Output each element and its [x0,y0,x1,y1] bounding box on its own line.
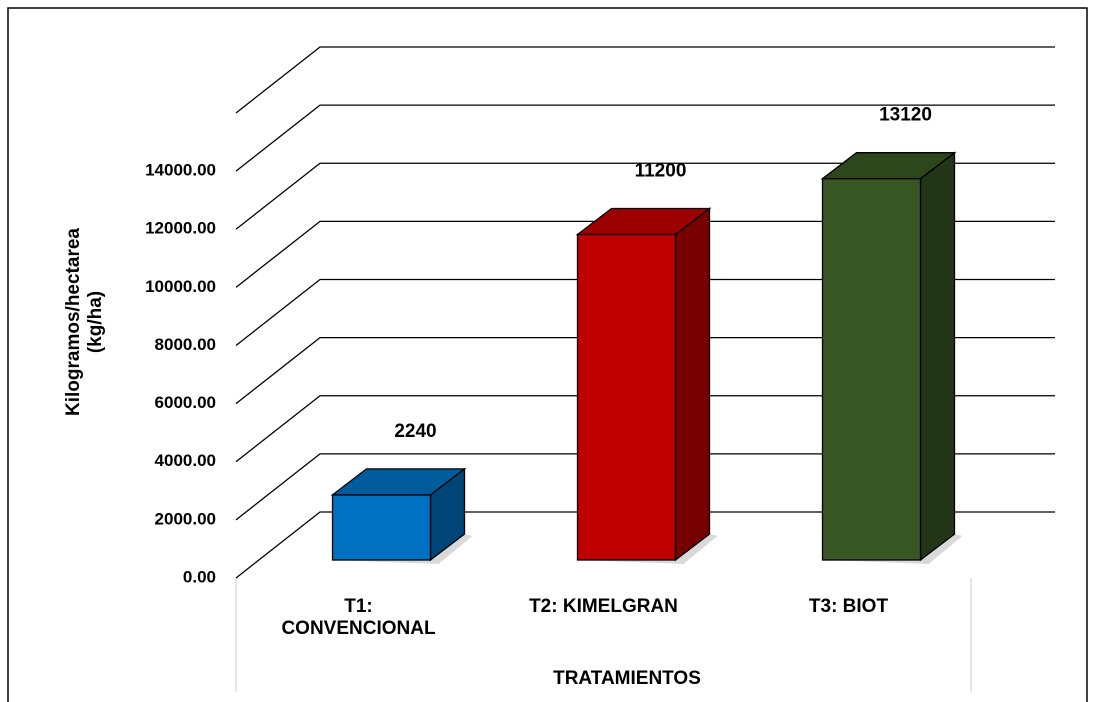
y-tick-label: 14000.00 [145,161,216,180]
y-tick-label: 12000.00 [145,219,216,238]
x-axis-title: TRATAMIENTOS [553,668,701,689]
frame [7,7,1088,702]
y-tick-label: 10000.00 [145,277,216,296]
bar-side [919,151,956,562]
y-tick-label: 4000.00 [155,451,216,470]
grid-line [235,453,1055,521]
value-label: 13120 [879,105,932,126]
grid-line [235,46,1055,114]
grid-line [235,220,1055,288]
grid-line [235,511,1055,579]
grid-line [235,162,1055,230]
x-tick-label: T1: CONVENCIONAL [281,596,436,639]
bar [331,494,432,561]
y-tick-label: 6000.00 [155,393,216,412]
grid-line [235,336,1055,405]
value-label: 11200 [635,161,687,182]
bar-side [674,207,711,562]
grid-line [235,104,1055,172]
bar [576,233,677,561]
y-tick-label: 2000.00 [155,509,216,528]
x-tick-label: T3: BIOT [808,596,889,617]
grid-line [235,278,1055,347]
x-tick-label: T2: KIMELGRAN [529,596,678,617]
value-label: 2240 [394,421,436,442]
grid-line [235,395,1055,463]
bar [821,178,922,561]
y-axis-title: Kilogramos/hectarea (kg/ha) [63,228,106,416]
y-tick-label: 0.00 [183,567,216,586]
y-tick-label: 8000.00 [155,335,216,354]
